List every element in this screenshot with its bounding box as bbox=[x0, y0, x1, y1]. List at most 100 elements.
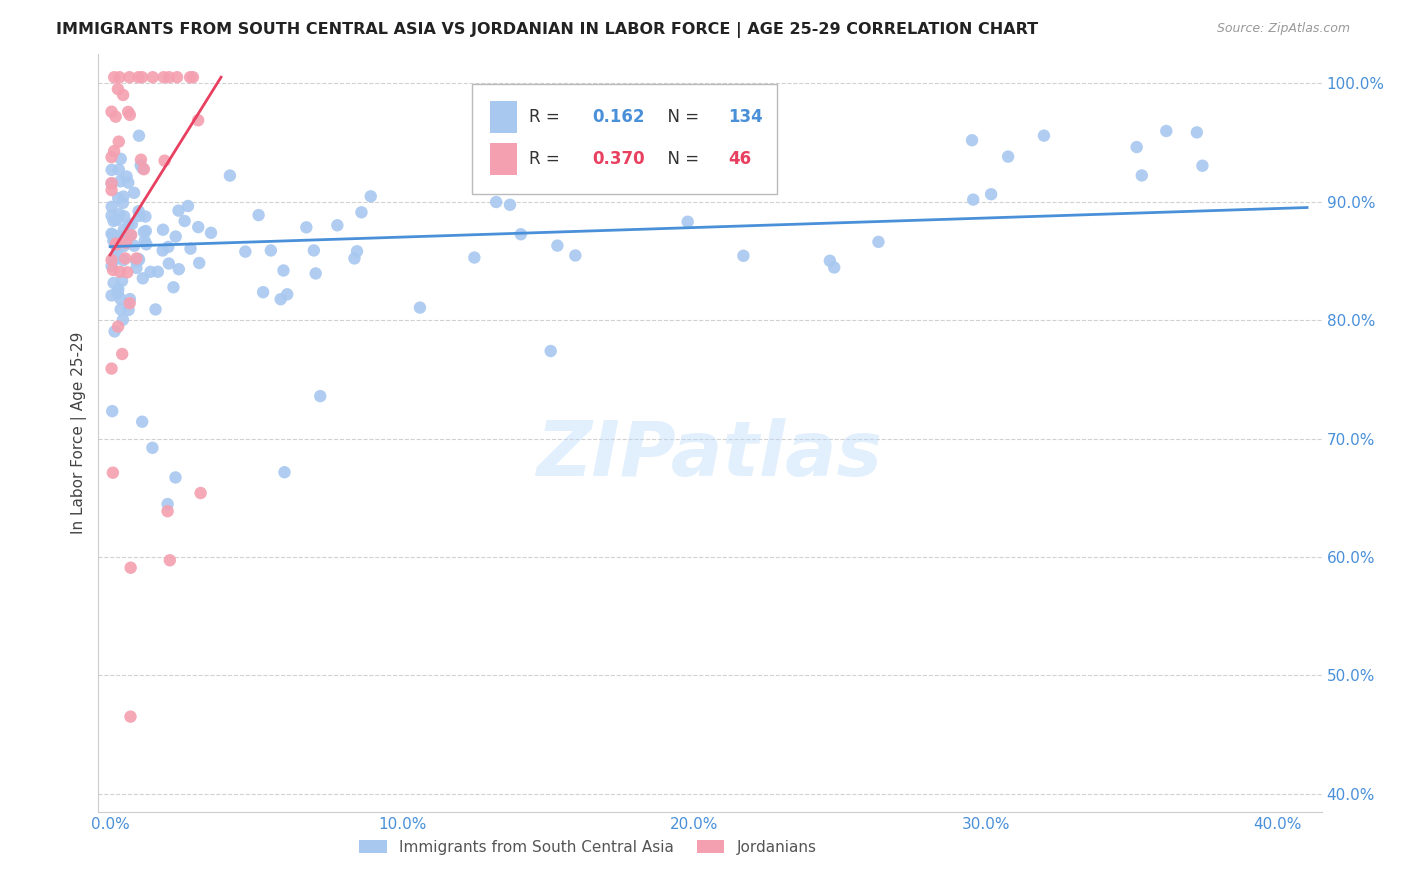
Point bbox=[117, 218, 139, 232]
Point bbox=[190, 486, 212, 500]
Point bbox=[166, 70, 188, 85]
Point bbox=[108, 265, 131, 279]
Point bbox=[120, 227, 142, 242]
Point bbox=[103, 214, 125, 228]
Point bbox=[326, 219, 349, 233]
Point bbox=[101, 404, 124, 418]
Point bbox=[101, 263, 124, 277]
Point bbox=[104, 252, 127, 267]
Point bbox=[104, 325, 127, 339]
Point bbox=[107, 282, 129, 296]
Point bbox=[112, 253, 135, 268]
Point bbox=[100, 253, 122, 268]
Point bbox=[100, 177, 122, 191]
Point bbox=[115, 169, 138, 184]
Point bbox=[107, 319, 129, 334]
Point bbox=[125, 260, 148, 275]
Text: Source: ZipAtlas.com: Source: ZipAtlas.com bbox=[1216, 22, 1350, 36]
Point bbox=[132, 162, 155, 177]
Point bbox=[145, 302, 167, 317]
Point bbox=[546, 238, 568, 252]
Point bbox=[128, 252, 150, 266]
Point bbox=[107, 191, 129, 205]
Point bbox=[165, 470, 187, 484]
Point bbox=[142, 70, 165, 85]
Point bbox=[128, 204, 150, 219]
Point bbox=[131, 161, 153, 176]
Point bbox=[118, 108, 141, 122]
Point bbox=[112, 239, 135, 253]
Point bbox=[122, 186, 145, 200]
Text: 134: 134 bbox=[728, 108, 763, 126]
Point bbox=[108, 70, 131, 85]
Point bbox=[111, 196, 134, 211]
Point bbox=[118, 296, 141, 310]
Point bbox=[104, 110, 127, 124]
Point bbox=[110, 292, 132, 306]
Point bbox=[101, 227, 124, 242]
Point bbox=[645, 164, 668, 178]
Point bbox=[997, 150, 1019, 164]
Point bbox=[115, 235, 138, 250]
Point bbox=[499, 198, 522, 212]
Point bbox=[108, 207, 131, 221]
Point bbox=[131, 415, 153, 429]
Point bbox=[165, 229, 187, 244]
Text: ZIPatlas: ZIPatlas bbox=[537, 418, 883, 492]
Point bbox=[122, 238, 145, 252]
Point bbox=[156, 497, 179, 511]
Point bbox=[179, 70, 201, 85]
Point bbox=[139, 265, 162, 279]
Point bbox=[100, 150, 122, 164]
Point bbox=[868, 235, 890, 249]
Point bbox=[524, 180, 547, 194]
Point bbox=[120, 228, 142, 243]
Point bbox=[200, 226, 222, 240]
Point bbox=[112, 223, 135, 237]
Point bbox=[187, 113, 209, 128]
Point bbox=[1191, 159, 1213, 173]
Point bbox=[152, 223, 174, 237]
Point bbox=[167, 203, 190, 218]
Point bbox=[111, 347, 134, 361]
Point bbox=[107, 82, 129, 96]
Point bbox=[135, 237, 157, 252]
Point bbox=[107, 135, 129, 149]
Point bbox=[270, 292, 292, 306]
Point bbox=[100, 259, 122, 273]
Point bbox=[111, 312, 134, 326]
Point bbox=[112, 87, 135, 102]
Point bbox=[107, 229, 129, 244]
Point bbox=[125, 252, 148, 266]
Point bbox=[295, 220, 318, 235]
Point bbox=[540, 344, 562, 359]
Point bbox=[1130, 169, 1153, 183]
Point bbox=[156, 504, 179, 518]
Point bbox=[131, 70, 153, 85]
Point bbox=[152, 70, 174, 85]
Point bbox=[110, 229, 132, 244]
Point bbox=[962, 193, 984, 207]
Point bbox=[132, 225, 155, 239]
Point bbox=[273, 263, 295, 277]
Text: R =: R = bbox=[529, 150, 565, 168]
Point bbox=[676, 174, 699, 188]
Point bbox=[252, 285, 274, 300]
Point bbox=[463, 251, 485, 265]
Point bbox=[707, 104, 730, 119]
Point bbox=[125, 254, 148, 268]
FancyBboxPatch shape bbox=[489, 102, 517, 133]
Point bbox=[120, 709, 142, 723]
Point bbox=[343, 252, 366, 266]
Point bbox=[107, 285, 129, 299]
Point bbox=[105, 213, 128, 227]
Text: 0.162: 0.162 bbox=[592, 108, 645, 126]
Point bbox=[157, 256, 180, 270]
Point bbox=[120, 560, 142, 574]
Point bbox=[219, 169, 242, 183]
Point bbox=[103, 276, 125, 290]
Point bbox=[100, 200, 122, 214]
Point bbox=[128, 209, 150, 223]
Point bbox=[305, 267, 328, 281]
Point bbox=[114, 252, 136, 266]
